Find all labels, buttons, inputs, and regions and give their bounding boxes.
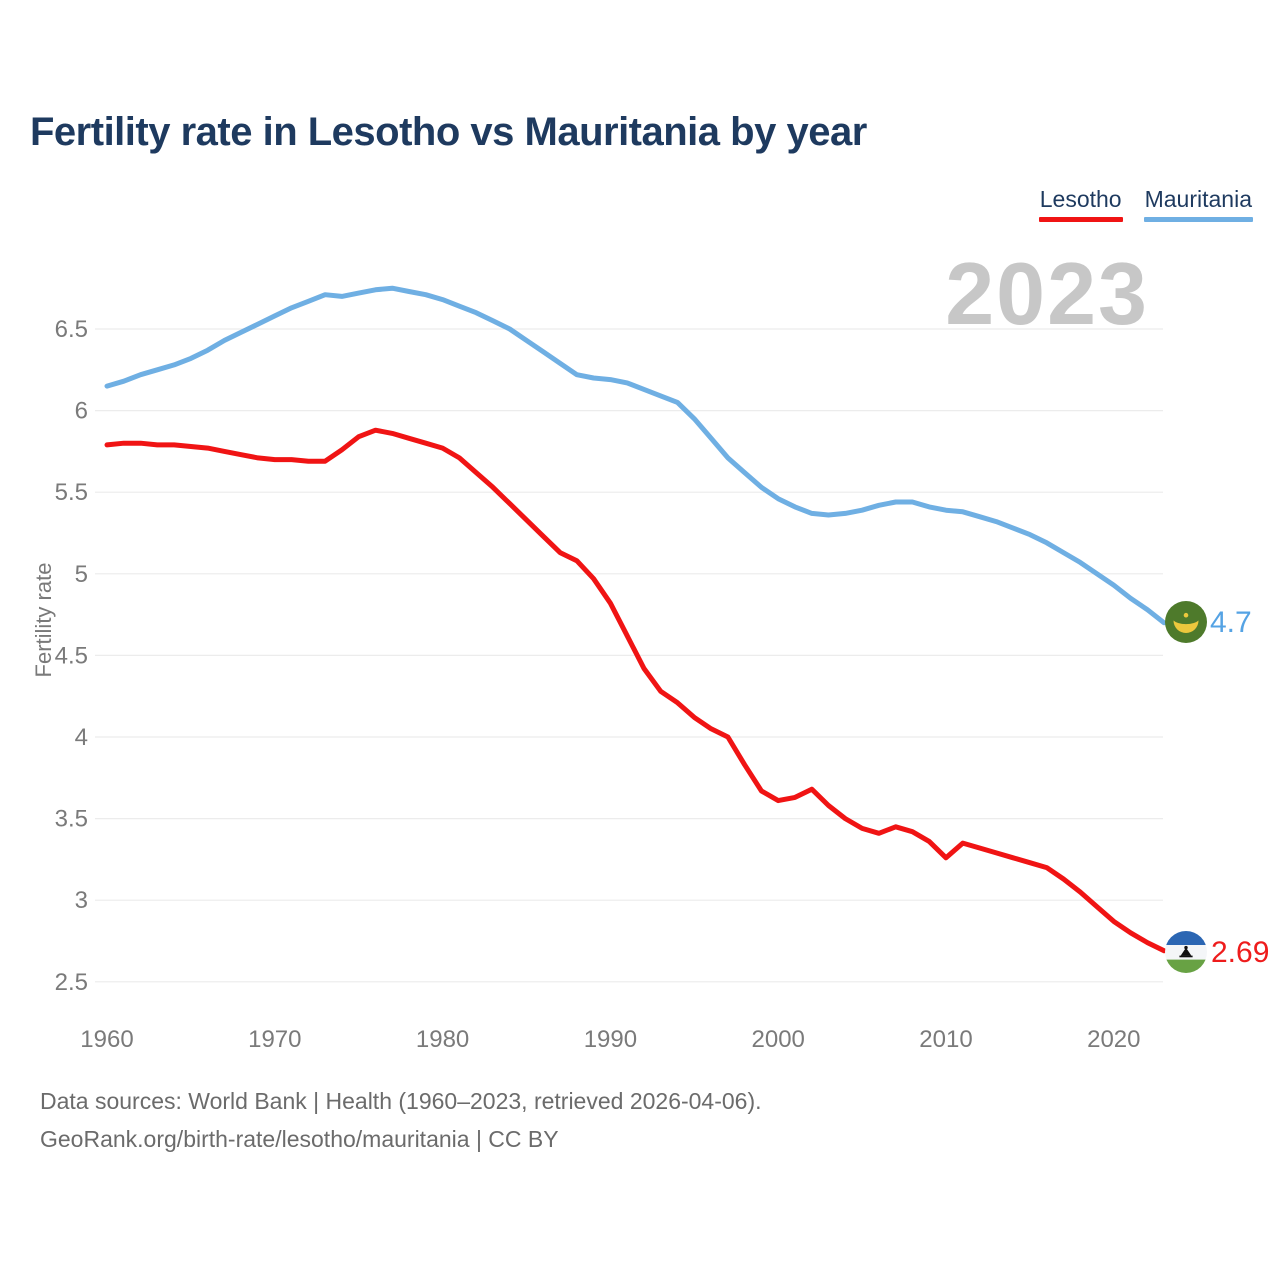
- lesotho-end-value: 2.69: [1211, 936, 1270, 969]
- y-tick-label: 4.5: [55, 642, 88, 669]
- y-tick-label: 5.5: [55, 479, 88, 506]
- legend-item-mauritania[interactable]: Mauritania: [1143, 186, 1253, 222]
- mauritania-flag-icon: [1165, 601, 1207, 643]
- x-tick-label: 2020: [1087, 1026, 1140, 1053]
- footer-attribution-line: GeoRank.org/birth-rate/lesotho/mauritani…: [40, 1126, 559, 1152]
- x-tick-label: 1970: [248, 1026, 301, 1053]
- lesotho-flag-icon: [1165, 931, 1207, 973]
- y-tick-label: 6: [75, 398, 88, 425]
- y-tick-label: 5: [75, 561, 88, 588]
- x-tick-label: 1980: [416, 1026, 469, 1053]
- mauritania-end-value: 4.7: [1210, 606, 1252, 639]
- legend-label-mauritania: Mauritania: [1144, 186, 1252, 212]
- legend-label-lesotho: Lesotho: [1039, 186, 1122, 212]
- x-tick-label: 2000: [752, 1026, 805, 1053]
- footer: Data sources: World Bank | Health (1960–…: [40, 1082, 762, 1158]
- y-tick-label: 3.5: [55, 806, 88, 833]
- y-tick-label: 4: [75, 724, 88, 751]
- footer-sources-line: Data sources: World Bank | Health (1960–…: [40, 1088, 762, 1114]
- y-tick-label: 2.5: [55, 969, 88, 996]
- x-tick-label: 1990: [584, 1026, 637, 1053]
- x-tick-label: 2010: [919, 1026, 972, 1053]
- legend-underline-lesotho: [1038, 217, 1123, 222]
- year-watermark: 2023: [945, 244, 1149, 343]
- page-title: Fertility rate in Lesotho vs Mauritania …: [30, 110, 867, 154]
- x-tick-label: 1960: [80, 1026, 133, 1053]
- y-tick-label: 3: [75, 887, 88, 914]
- legend: Lesotho Mauritania: [1038, 186, 1253, 222]
- series-line-lesotho: [104, 427, 1167, 954]
- y-axis-title: Fertility rate: [31, 562, 56, 678]
- legend-underline-mauritania: [1143, 217, 1253, 222]
- y-tick-label: 6.5: [55, 316, 88, 343]
- legend-item-lesotho[interactable]: Lesotho: [1038, 186, 1123, 222]
